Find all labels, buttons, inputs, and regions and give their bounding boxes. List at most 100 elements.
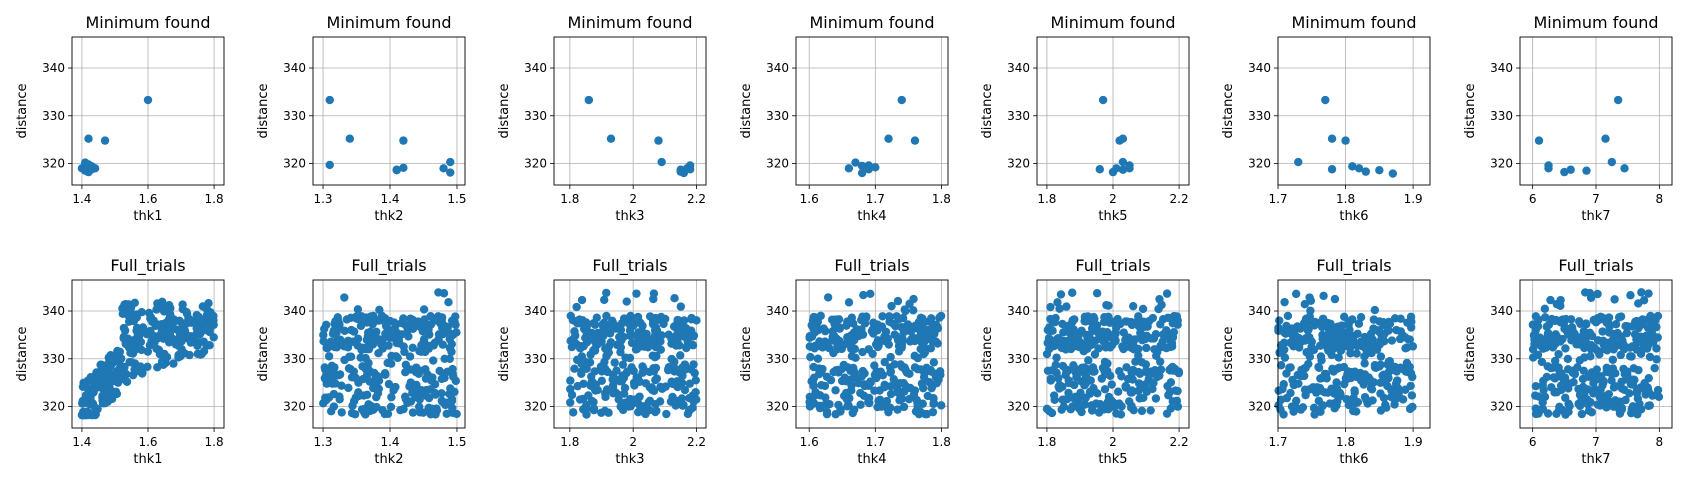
data-point: [203, 322, 212, 331]
data-point: [870, 361, 879, 370]
subplot-full-thk7: 6 7 8 320 330 340 Full_trials thk7 distance: [1463, 256, 1673, 467]
data-point: [445, 354, 454, 364]
data-point: [590, 367, 599, 376]
data-point: [1406, 381, 1415, 391]
data-point: [922, 363, 931, 373]
y-tick-label: 340: [42, 304, 65, 318]
data-point: [910, 336, 919, 346]
data-point: [1383, 360, 1392, 369]
data-point: [619, 389, 629, 398]
x-tick-label: 8: [1656, 435, 1664, 449]
data-point: [895, 379, 905, 388]
data-point: [685, 165, 695, 174]
data-point: [1644, 289, 1653, 298]
x-tick-label: 1.8: [932, 435, 951, 449]
y-tick-label: 340: [1248, 304, 1271, 318]
data-point: [651, 375, 660, 385]
data-point: [581, 318, 591, 327]
x-tick-label: 1.4: [380, 435, 399, 449]
y-tick-label: 330: [1490, 352, 1513, 366]
data-point: [448, 317, 458, 326]
data-point: [913, 401, 922, 411]
data-point: [1173, 320, 1182, 329]
data-point: [1652, 344, 1661, 353]
data-point: [1117, 372, 1126, 381]
data-point: [599, 295, 609, 305]
data-point: [1048, 326, 1057, 335]
data-point: [1563, 354, 1573, 364]
x-axis-label: thk2: [374, 452, 403, 467]
data-point: [1653, 333, 1662, 342]
data-point: [809, 362, 818, 372]
data-point: [158, 300, 167, 310]
data-point: [1052, 334, 1062, 344]
data-point: [906, 327, 916, 336]
data-point: [901, 306, 910, 316]
data-point: [204, 299, 213, 308]
data-point: [128, 370, 138, 380]
data-point: [682, 342, 691, 351]
data-point: [1350, 386, 1359, 395]
data-point: [1068, 402, 1077, 411]
x-axis-label: thk7: [1581, 209, 1610, 224]
data-point: [1125, 164, 1134, 173]
x-tick-label: 2.2: [687, 192, 706, 206]
data-point: [182, 307, 191, 317]
x-tick-label: 1.8: [205, 192, 224, 206]
y-axis-label: distance: [1463, 326, 1478, 381]
data-point: [1121, 335, 1130, 344]
data-point: [1632, 345, 1642, 354]
data-point: [384, 379, 394, 389]
subplot-title: Full_trials: [1558, 256, 1633, 276]
data-point: [566, 398, 575, 407]
data-point: [927, 325, 937, 334]
data-point: [1280, 353, 1290, 362]
data-point: [1407, 391, 1417, 400]
data-point: [446, 157, 455, 167]
data-point: [657, 384, 667, 393]
data-point: [649, 386, 659, 396]
data-point: [887, 301, 896, 311]
data-point: [894, 347, 904, 356]
data-point: [1645, 352, 1655, 362]
data-point: [649, 367, 659, 376]
data-point: [876, 367, 886, 376]
data-point: [882, 396, 892, 406]
data-point: [893, 405, 902, 414]
data-point: [1327, 134, 1337, 143]
data-point: [635, 377, 644, 387]
data-point: [209, 333, 218, 342]
data-point: [1598, 327, 1607, 336]
y-axis-label: distance: [256, 83, 271, 138]
y-tick-label: 340: [283, 61, 306, 75]
data-point: [1535, 333, 1545, 342]
data-point: [1151, 329, 1161, 339]
data-point: [137, 308, 146, 317]
data-point: [444, 297, 453, 307]
data-point: [667, 377, 676, 386]
data-point: [404, 332, 413, 341]
data-point: [639, 364, 648, 373]
data-point: [109, 352, 119, 361]
data-point: [1138, 304, 1148, 314]
data-point: [1378, 371, 1387, 380]
data-point: [886, 368, 895, 377]
data-point: [1622, 328, 1632, 338]
data-point: [1322, 374, 1331, 383]
data-point: [1367, 385, 1377, 394]
data-point: [185, 332, 195, 341]
data-point: [826, 375, 836, 385]
data-point: [1071, 392, 1080, 402]
data-point: [1558, 405, 1567, 415]
data-point: [150, 332, 159, 341]
data-point: [622, 297, 631, 306]
data-point: [387, 351, 396, 361]
data-point: [842, 388, 851, 398]
y-tick-label: 340: [1490, 304, 1513, 318]
data-point: [1375, 166, 1384, 175]
y-tick-label: 320: [1248, 400, 1271, 414]
x-axis-label: thk2: [374, 209, 403, 224]
data-point: [1611, 396, 1620, 405]
x-tick-label: 2.2: [1170, 192, 1189, 206]
data-point: [649, 289, 659, 298]
